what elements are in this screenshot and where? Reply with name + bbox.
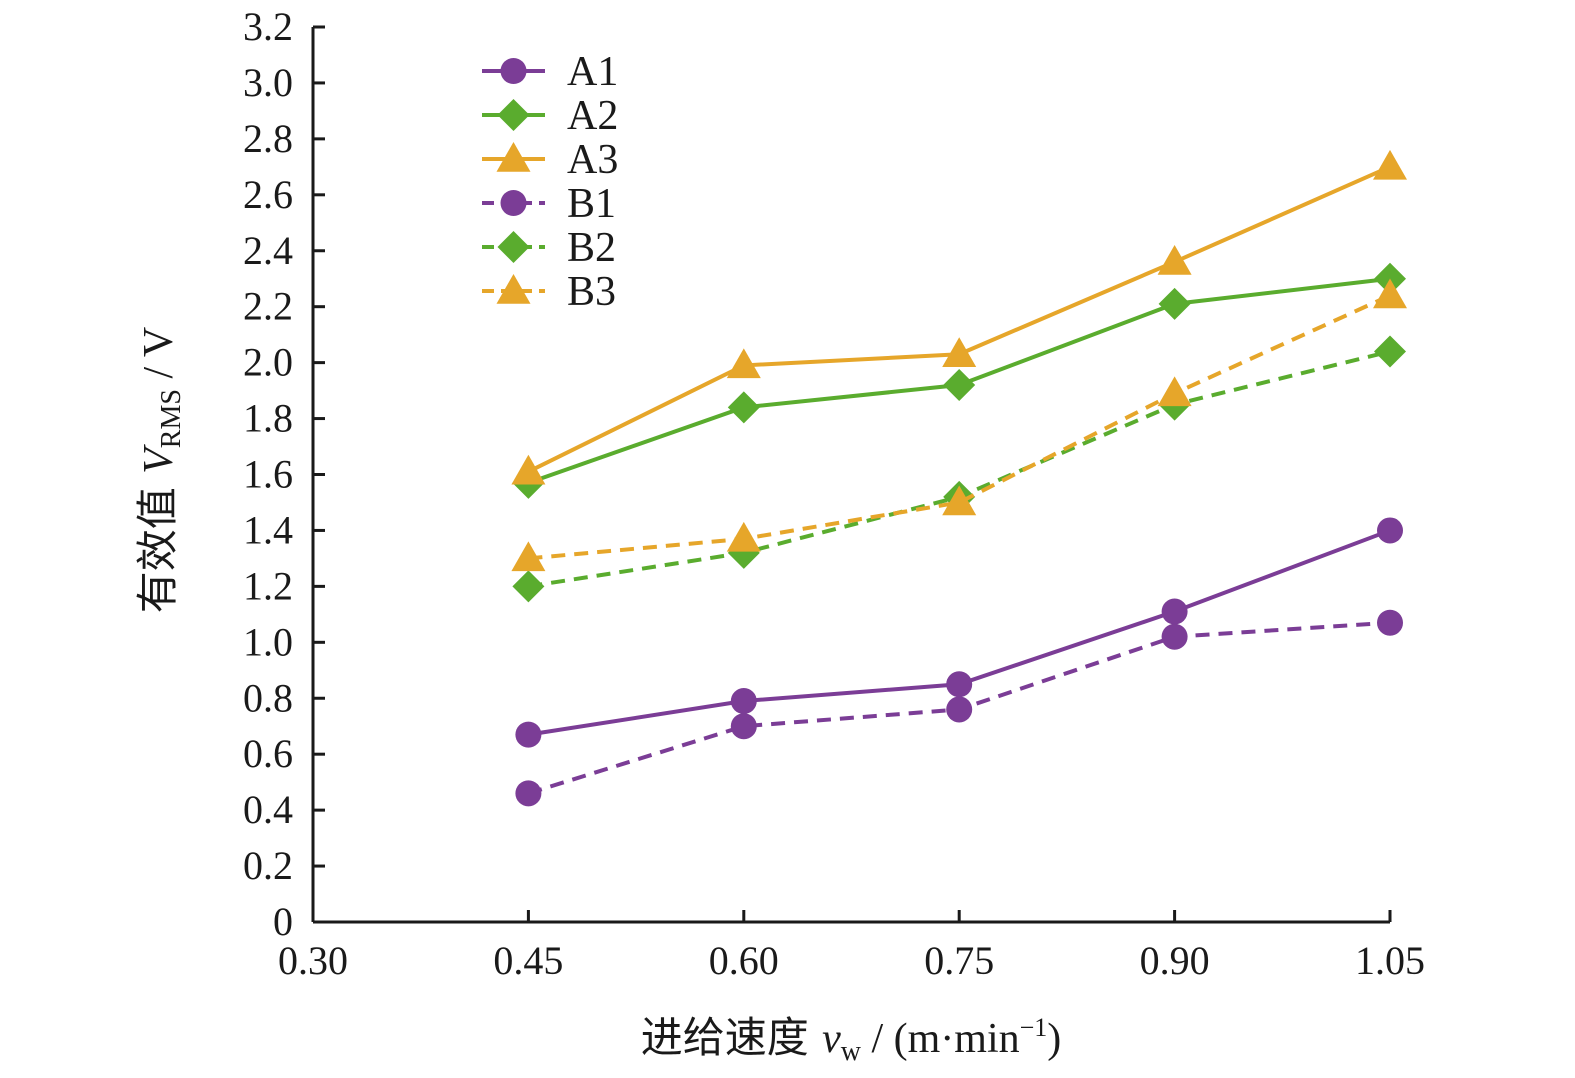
y-tick-label: 2.4 — [243, 228, 293, 273]
data-point-a1 — [946, 671, 973, 698]
legend-marker-b2 — [497, 231, 530, 263]
data-point-b3 — [1157, 376, 1192, 407]
data-point-b1 — [515, 780, 542, 807]
y-tick-label: 1.2 — [243, 563, 293, 608]
x-tick-label: 0.30 — [278, 938, 348, 983]
data-point-a3 — [1373, 149, 1407, 180]
data-point-b3 — [1373, 278, 1407, 309]
y-tick-label: 0.8 — [243, 675, 293, 720]
y-axis-title: 有效值 VRMS / V — [133, 327, 187, 613]
y-tick-label: 0 — [273, 899, 293, 944]
series-layer — [511, 149, 1407, 807]
legend-label-a3: A3 — [567, 137, 618, 183]
data-point-b1 — [730, 713, 757, 740]
data-point-a2 — [727, 391, 760, 424]
data-point-b1 — [1161, 623, 1188, 650]
legend-marker-a3 — [496, 142, 531, 172]
data-point-b1 — [946, 696, 973, 723]
data-point-a2 — [943, 369, 976, 401]
data-point-a1 — [1161, 598, 1188, 625]
data-point-b2 — [512, 570, 545, 603]
y-tick-label: 2.8 — [243, 116, 293, 161]
y-tick-label: 3.0 — [243, 60, 293, 105]
legend-label-b2: B2 — [567, 225, 616, 271]
y-tick-label: 2.6 — [243, 172, 293, 217]
legend-marker-b1 — [500, 190, 527, 216]
x-tick-label: 0.45 — [493, 938, 563, 983]
x-axis-title: 进给速度 vw / (m·min−1) — [641, 1013, 1062, 1067]
legend-marker-a1 — [500, 58, 527, 84]
y-tick-label: 0.2 — [243, 843, 293, 888]
data-point-b3 — [511, 541, 546, 572]
data-point-a2 — [1158, 287, 1191, 320]
y-tick-label: 0.4 — [243, 787, 293, 832]
legend-label-b1: B1 — [567, 181, 616, 227]
legend-label-b3: B3 — [567, 269, 616, 315]
axes — [311, 27, 1390, 924]
legend-label-a1: A1 — [567, 49, 618, 95]
data-point-a3 — [1157, 244, 1192, 275]
data-point-b2 — [1374, 335, 1406, 368]
data-point-b3 — [942, 485, 977, 516]
data-point-a3 — [511, 454, 546, 485]
data-point-a1 — [1377, 517, 1403, 544]
x-tick-label: 0.75 — [924, 938, 994, 983]
x-tick-label: 0.90 — [1140, 938, 1210, 983]
y-tick-label: 1.8 — [243, 396, 293, 441]
y-tick-label: 2.2 — [243, 284, 293, 329]
y-tick-label: 1.4 — [243, 507, 293, 552]
data-point-a3 — [726, 348, 761, 379]
y-tick-label: 3.2 — [243, 4, 293, 49]
series-line-b3 — [528, 293, 1391, 561]
y-tick-label: 1.6 — [243, 452, 293, 497]
data-point-b3 — [726, 521, 761, 552]
x-ticks: 0.30 0.45 0.60 0.75 0.90 1.05 — [278, 910, 1425, 983]
data-point-a1 — [515, 721, 542, 748]
data-point-a1 — [730, 688, 757, 715]
y-tick-label: 1.0 — [243, 619, 293, 664]
data-point-b1 — [1377, 609, 1403, 636]
legend-marker-b3 — [496, 274, 531, 304]
x-tick-label: 0.60 — [709, 938, 779, 983]
y-tick-label: 0.6 — [243, 731, 293, 776]
x-tick-label: 1.05 — [1355, 938, 1425, 983]
legend-marker-a2 — [497, 99, 530, 131]
y-ticks: 0 0.2 0.4 0.6 0.8 1.0 1.2 1.4 1.6 1.8 2.0 2.2 2.4 2.6… — [243, 4, 325, 944]
legend-label-a2: A2 — [567, 93, 618, 139]
series-line-a3 — [527, 165, 1391, 474]
y-tick-label: 2.0 — [243, 340, 293, 385]
data-point-a3 — [942, 337, 977, 367]
